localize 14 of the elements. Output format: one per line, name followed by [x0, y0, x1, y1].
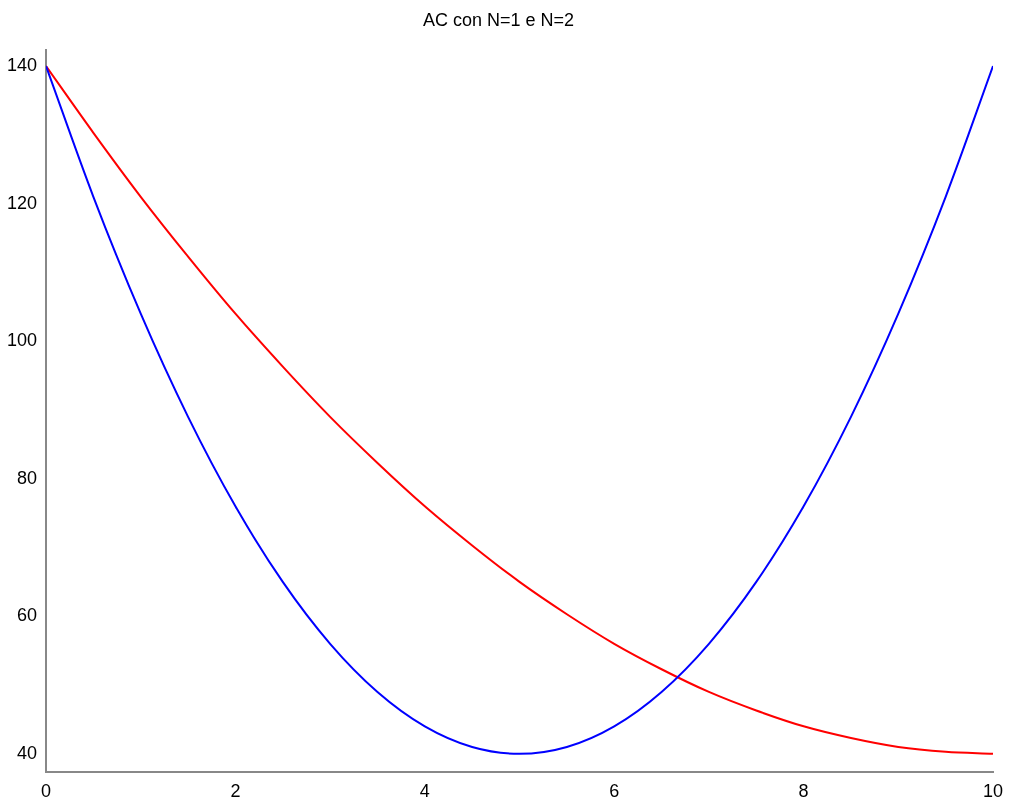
- x-tick-label: 6: [609, 781, 620, 802]
- y-tick-label: 40: [17, 742, 38, 763]
- x-tick-label: 2: [230, 781, 241, 802]
- x-tick-label: 4: [419, 781, 430, 802]
- chart-title: AC con N=1 e N=2: [422, 9, 575, 30]
- y-tick-label: 60: [17, 605, 38, 626]
- y-tick-label: 80: [17, 467, 38, 488]
- x-tick-label: 0: [41, 781, 52, 802]
- x-tick-label: 8: [798, 781, 809, 802]
- line-series: [46, 65, 993, 755]
- y-tick-label: 140: [6, 55, 38, 76]
- x-tick-label: 10: [982, 781, 1004, 802]
- y-tick-label: 120: [6, 192, 38, 213]
- y-tick-label: 100: [6, 330, 38, 351]
